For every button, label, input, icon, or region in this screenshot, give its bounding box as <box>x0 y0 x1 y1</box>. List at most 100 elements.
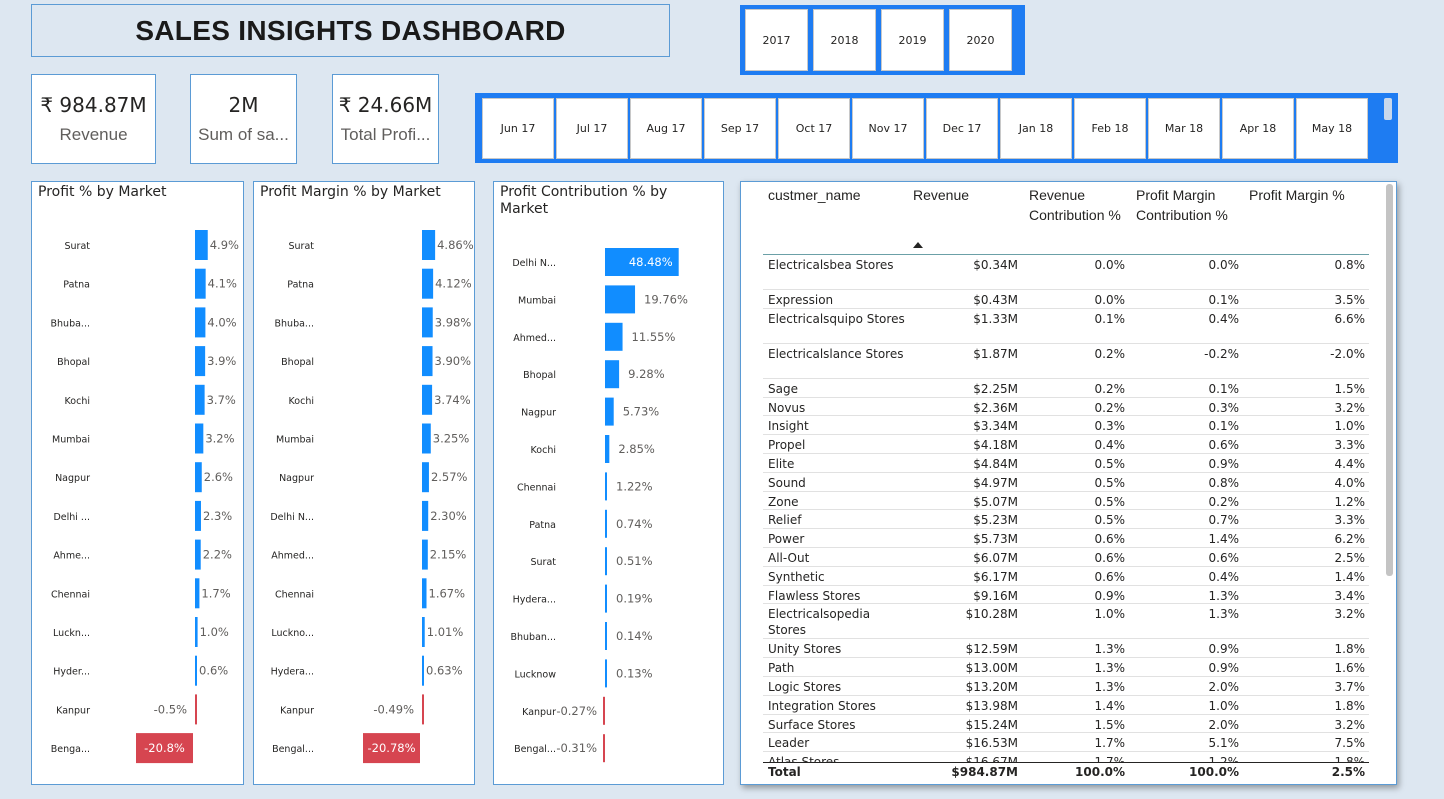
cell-revenue-contribution: 1.5% <box>1094 717 1126 732</box>
table-scrollbar[interactable] <box>1386 184 1393 576</box>
bar[interactable] <box>605 622 607 650</box>
table-row[interactable]: Zone $5.07M 0.5% 0.2% 1.2% <box>763 492 1369 511</box>
month-button[interactable]: Sep 17 <box>704 98 776 159</box>
table-row[interactable]: Electricalslance Stores $1.87M 0.2% -0.2% -2… <box>763 344 1369 379</box>
month-button[interactable]: May 18 <box>1296 98 1368 159</box>
table-row[interactable]: Electricalsquipo Stores $1.33M 0.1% 0.4% 6.6… <box>763 309 1369 344</box>
bar-negative[interactable] <box>136 733 193 764</box>
table-row[interactable]: Logic Stores $13.20M 1.3% 2.0% 3.7% <box>763 677 1369 696</box>
bar[interactable] <box>422 500 429 531</box>
year-button-2017[interactable]: 2017 <box>745 9 808 71</box>
month-button[interactable]: Dec 17 <box>926 98 998 159</box>
bar[interactable] <box>605 659 607 688</box>
table-row[interactable]: Flawless Stores $9.16M 0.9% 1.3% 3.4% <box>763 586 1369 605</box>
table-row[interactable]: Electricalsopedia Stores $10.28M 1.0% 1.3% 3… <box>763 604 1369 640</box>
month-slicer-scrollbar[interactable] <box>1384 98 1392 120</box>
bar[interactable] <box>422 307 433 338</box>
month-button[interactable]: Nov 17 <box>852 98 924 159</box>
table-row[interactable]: Synthetic $6.17M 0.6% 0.4% 1.4% <box>763 567 1369 586</box>
sort-ascending-icon[interactable] <box>913 242 923 248</box>
month-button[interactable]: Mar 18 <box>1148 98 1220 159</box>
bar[interactable] <box>195 539 201 570</box>
table-row[interactable]: Sound $4.97M 0.5% 0.8% 4.0% <box>763 473 1369 492</box>
table-row[interactable]: Novus $2.36M 0.2% 0.3% 3.2% <box>763 398 1369 417</box>
table-row[interactable]: Electricalsbea Stores $0.34M 0.0% 0.0% 0.8% <box>763 255 1369 290</box>
year-button-2020[interactable]: 2020 <box>949 9 1012 71</box>
table-row[interactable]: Insight $3.34M 0.3% 0.1% 1.0% <box>763 416 1369 436</box>
month-button[interactable]: Aug 17 <box>630 98 702 159</box>
table-row[interactable]: Elite $4.84M 0.5% 0.9% 4.4% <box>763 454 1369 473</box>
bar[interactable] <box>195 384 205 415</box>
bar[interactable] <box>605 248 679 276</box>
month-button[interactable]: Oct 17 <box>778 98 850 159</box>
bar[interactable] <box>605 584 607 613</box>
bar[interactable] <box>422 384 433 415</box>
year-button-2018[interactable]: 2018 <box>813 9 876 71</box>
bar[interactable] <box>605 472 607 501</box>
category-label: Chennai <box>275 589 314 600</box>
bar-negative[interactable] <box>422 694 424 725</box>
column-header-revenue[interactable]: Revenue <box>913 187 970 203</box>
bar[interactable] <box>422 617 425 647</box>
category-label: Benga... <box>51 744 90 755</box>
table-row[interactable]: Surface Stores $15.24M 1.5% 2.0% 3.2% <box>763 715 1369 734</box>
bar[interactable] <box>605 435 610 463</box>
table-row[interactable]: Power $5.73M 0.6% 1.4% 6.2% <box>763 529 1369 548</box>
column-header-profit-margin[interactable]: Profit Margin % <box>1249 187 1345 203</box>
data-label: -0.27% <box>556 704 597 718</box>
bar[interactable] <box>422 539 428 570</box>
bar[interactable] <box>422 578 427 609</box>
table-row[interactable]: Sage $2.25M 0.2% 0.1% 1.5% <box>763 379 1369 398</box>
table-row[interactable]: Relief $5.23M 0.5% 0.7% 3.3% <box>763 510 1369 530</box>
bar[interactable] <box>605 397 614 426</box>
month-button[interactable]: Feb 18 <box>1074 98 1146 159</box>
bar[interactable] <box>605 547 607 576</box>
bar[interactable] <box>195 307 206 338</box>
month-button[interactable]: Apr 18 <box>1222 98 1294 159</box>
bar[interactable] <box>605 360 620 389</box>
bar[interactable] <box>195 500 201 531</box>
bar[interactable] <box>422 423 431 454</box>
total-revenue-contribution: 100.0% <box>1075 765 1125 779</box>
table-row[interactable]: Leader $16.53M 1.7% 5.1% 7.5% <box>763 733 1369 753</box>
cell-profit-margin: 0.8% <box>1334 258 1366 272</box>
bar[interactable] <box>195 346 206 377</box>
bar[interactable] <box>605 285 636 314</box>
bar[interactable] <box>195 268 206 299</box>
bar[interactable] <box>195 230 208 260</box>
month-button[interactable]: Jul 17 <box>556 98 628 159</box>
bar-negative[interactable] <box>603 696 605 725</box>
column-header-revenue-contribution[interactable]: Revenue Contribution % <box>1029 187 1121 223</box>
bar[interactable] <box>195 617 198 647</box>
cell-revenue: $16.67M <box>966 754 1018 762</box>
table-row[interactable]: Expression $0.43M 0.0% 0.1% 3.5% <box>763 290 1369 309</box>
bar[interactable] <box>195 423 204 454</box>
year-button-2019[interactable]: 2019 <box>881 9 944 71</box>
column-header-customer-name[interactable]: custmer_name <box>768 187 861 203</box>
bar-negative[interactable] <box>363 733 420 764</box>
category-label: Chennai <box>51 589 90 600</box>
table-row[interactable]: Unity Stores $12.59M 1.3% 0.9% 1.8% <box>763 639 1369 659</box>
table-row[interactable]: All-Out $6.07M 0.6% 0.6% 2.5% <box>763 548 1369 567</box>
bar[interactable] <box>422 230 436 260</box>
month-button[interactable]: Jan 18 <box>1000 98 1072 159</box>
column-header-profit-margin-contribution[interactable]: Profit Margin Contribution % <box>1136 187 1228 223</box>
bar[interactable] <box>422 346 433 377</box>
bar[interactable] <box>195 462 202 493</box>
month-button[interactable]: Jun 17 <box>482 98 554 159</box>
bar[interactable] <box>605 322 623 351</box>
table-row[interactable]: Atlas Stores $16.67M 1.7% 1.2% 1.8% <box>763 752 1369 762</box>
bar[interactable] <box>422 462 429 493</box>
table-row[interactable]: Integration Stores $13.98M 1.4% 1.0% 1.8% <box>763 696 1369 715</box>
table-row[interactable]: Path $13.00M 1.3% 0.9% 1.6% <box>763 658 1369 677</box>
bar[interactable] <box>422 268 434 299</box>
category-label: Nagpur <box>521 408 556 419</box>
bar-negative[interactable] <box>195 694 197 725</box>
data-label: 1.22% <box>616 479 653 493</box>
bar[interactable] <box>605 509 607 538</box>
bar[interactable] <box>422 655 424 686</box>
bar[interactable] <box>195 655 197 686</box>
bar[interactable] <box>195 578 200 609</box>
bar-negative[interactable] <box>603 734 605 763</box>
table-row[interactable]: Propel $4.18M 0.4% 0.6% 3.3% <box>763 435 1369 454</box>
